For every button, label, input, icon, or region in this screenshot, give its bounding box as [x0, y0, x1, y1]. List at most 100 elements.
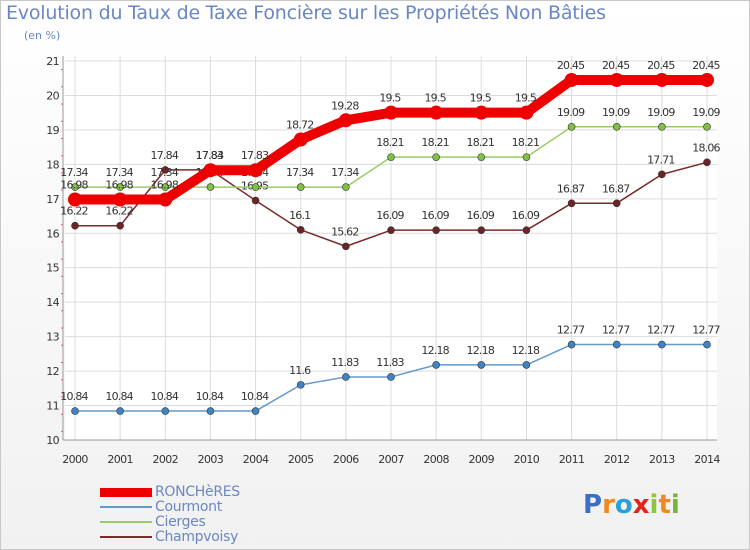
data-point-courmont: [206, 407, 215, 415]
data-point-courmont: [342, 373, 350, 381]
data-point-courmont: [387, 373, 395, 381]
data-label-champvoisy: 16.22: [60, 205, 88, 218]
data-point-champvoisy: [251, 196, 260, 205]
data-point-cierges: [342, 183, 350, 191]
data-label-courmont: 12.77: [602, 324, 630, 337]
data-point-courmont: [251, 407, 260, 415]
data-label-roncheres: 18.72: [286, 119, 314, 132]
data-label-roncheres: 19.5: [515, 92, 537, 105]
y-tick-label: 15: [46, 262, 59, 275]
x-tick-label: 2010: [514, 453, 540, 466]
data-point-courmont: [432, 361, 440, 369]
data-label-champvoisy: 18.06: [692, 141, 720, 154]
data-label-roncheres: 19.28: [331, 99, 359, 112]
data-point-courmont: [161, 407, 170, 415]
data-point-champvoisy: [658, 170, 666, 179]
data-label-champvoisy: 16.87: [602, 182, 630, 195]
x-tick-label: 2011: [559, 453, 585, 466]
y-tick-label: 18: [46, 158, 59, 171]
data-label-cierges: 17.34: [331, 166, 359, 179]
data-point-roncheres: [654, 72, 669, 87]
data-label-roncheres: 19.5: [424, 92, 446, 105]
data-point-cierges: [161, 183, 170, 191]
legend-label-champvoisy: Champvoisy: [155, 529, 239, 545]
data-label-cierges: 18.21: [421, 136, 449, 149]
data-label-roncheres: 19.5: [470, 92, 492, 105]
data-point-cierges: [116, 183, 124, 191]
data-label-cierges: 19.09: [692, 106, 720, 119]
data-label-champvoisy: 16.09: [376, 209, 404, 222]
data-point-champvoisy: [116, 221, 124, 230]
x-tick-label: 2003: [198, 453, 224, 466]
data-label-champvoisy: 16.09: [467, 209, 495, 222]
data-point-roncheres: [519, 105, 534, 120]
logo-letter: P: [583, 490, 603, 520]
legend-label-cierges: Cierges: [155, 514, 206, 530]
data-label-courmont: 11.83: [331, 356, 359, 369]
data-label-cierges: 17.34: [105, 166, 133, 179]
data-label-cierges: 18.21: [512, 136, 540, 149]
data-point-roncheres: [429, 105, 444, 120]
data-point-cierges: [432, 153, 440, 161]
data-label-champvoisy: 17.71: [647, 153, 675, 166]
data-point-champvoisy: [703, 158, 711, 167]
data-label-roncheres: 16.98: [105, 179, 133, 192]
data-point-cierges: [71, 183, 79, 191]
chart-title: Evolution du Taux de Taxe Foncière sur l…: [6, 2, 606, 24]
data-point-champvoisy: [342, 242, 350, 251]
data-label-courmont: 12.18: [421, 344, 449, 357]
data-label-cierges: 17.34: [151, 166, 179, 179]
data-point-roncheres: [700, 72, 714, 87]
y-tick-label: 11: [46, 400, 59, 413]
data-label-champvoisy: 16.09: [421, 209, 449, 222]
data-point-courmont: [612, 340, 621, 349]
data-point-cierges: [296, 183, 305, 191]
data-point-champvoisy: [432, 226, 440, 234]
data-label-roncheres: 17.83: [241, 149, 269, 162]
data-point-champvoisy: [477, 226, 486, 234]
data-label-roncheres: 19.5: [379, 92, 401, 105]
data-label-roncheres: 20.45: [602, 59, 630, 72]
data-label-courmont: 10.84: [60, 390, 88, 403]
y-tick-label: 21: [46, 55, 59, 68]
y-tick-label: 20: [46, 89, 59, 102]
data-label-champvoisy: 15.62: [331, 225, 359, 238]
data-point-roncheres: [113, 192, 128, 207]
data-label-champvoisy: 16.87: [557, 182, 585, 195]
legend-swatch-cierges: [100, 521, 152, 523]
y-tick-label: 19: [46, 124, 59, 137]
x-tick-label: 2009: [468, 453, 494, 466]
data-point-courmont: [116, 407, 124, 415]
data-label-cierges: 17.34: [60, 166, 88, 179]
data-label-courmont: 12.18: [467, 344, 495, 357]
data-label-champvoisy: 16.09: [512, 209, 540, 222]
legend-swatch-champvoisy: [100, 536, 152, 538]
x-tick-label: 2001: [107, 453, 133, 466]
data-label-roncheres: 16.98: [151, 179, 179, 192]
proxiti-logo: Proxiti: [583, 490, 680, 520]
x-tick-label: 2007: [378, 453, 404, 466]
x-tick-label: 2006: [333, 453, 359, 466]
data-point-roncheres: [203, 163, 218, 178]
logo-letter: r: [602, 490, 615, 520]
data-point-roncheres: [293, 132, 308, 147]
data-label-courmont: 12.77: [647, 324, 675, 337]
data-label-courmont: 10.84: [105, 390, 133, 403]
data-point-courmont: [522, 361, 531, 369]
logo-letter: t: [658, 490, 671, 520]
data-point-courmont: [658, 340, 666, 349]
legend-swatch-roncheres: [100, 488, 152, 497]
data-point-roncheres: [609, 72, 624, 87]
data-point-courmont: [71, 407, 79, 415]
data-point-cierges: [477, 153, 486, 161]
logo-letter: i: [649, 490, 659, 520]
legend-label-roncheres: RONCHèRES: [155, 484, 240, 500]
data-label-courmont: 10.84: [151, 390, 179, 403]
data-point-champvoisy: [612, 199, 621, 208]
data-label-roncheres: 16.98: [60, 179, 88, 192]
legend-swatch-courmont: [100, 506, 152, 508]
logo-letter: i: [670, 490, 680, 520]
data-label-roncheres: 17.83: [196, 149, 224, 162]
data-point-cierges: [703, 123, 711, 131]
data-label-cierges: 18.21: [376, 136, 404, 149]
